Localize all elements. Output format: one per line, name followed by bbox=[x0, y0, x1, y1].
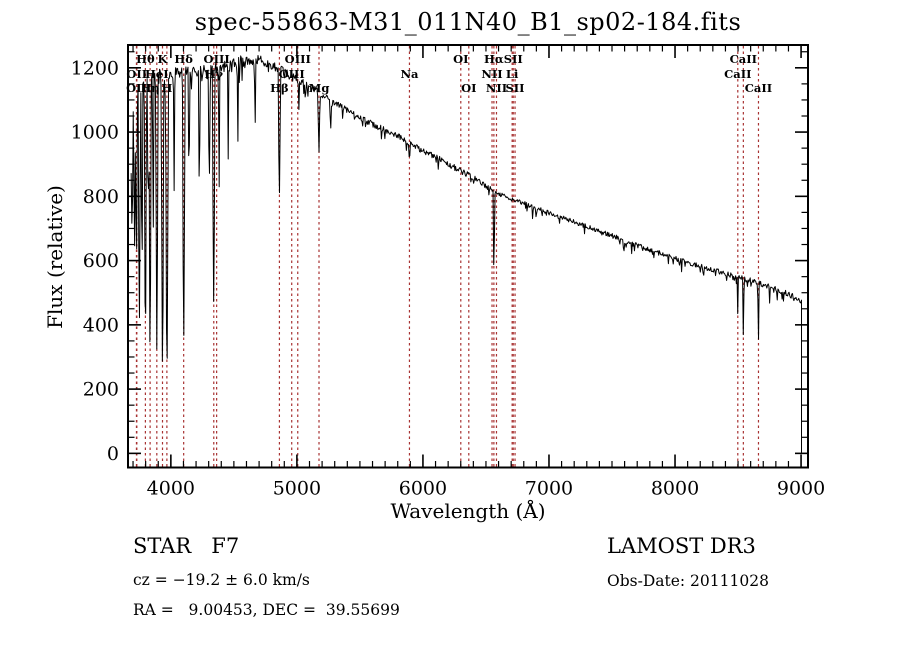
y-tick-label: 1200 bbox=[71, 57, 119, 79]
x-tick-label: 5000 bbox=[273, 478, 321, 500]
y-tick-label: 600 bbox=[83, 250, 119, 272]
spectral-line-label: SII bbox=[506, 81, 525, 95]
x-axis-label: Wavelength (Å) bbox=[390, 499, 546, 523]
spectral-line-label: Hβ bbox=[270, 81, 289, 95]
x-tick-label: 4000 bbox=[147, 478, 195, 500]
spectral-line-label: Hδ bbox=[174, 52, 193, 66]
obs-date-label: Obs-Date: 20111028 bbox=[607, 572, 769, 590]
spectral-line-label: OIII bbox=[204, 52, 230, 66]
spectral-line-label: OII bbox=[126, 67, 147, 81]
y-tick-label: 1000 bbox=[71, 122, 119, 144]
spectral-line-label: OIII bbox=[285, 52, 311, 66]
spectral-line-label: NII bbox=[481, 67, 502, 81]
plot-frame bbox=[127, 44, 809, 469]
spectral-line-label: Na bbox=[400, 67, 419, 81]
spectral-line-label: CaII bbox=[724, 67, 751, 81]
survey-release-label: LAMOST DR3 bbox=[607, 534, 756, 558]
spectral-line-label: OI bbox=[461, 81, 476, 95]
spectral-line-label: CaII bbox=[745, 81, 772, 95]
coordinates-label: RA = 9.00453, DEC = 39.55699 bbox=[133, 601, 400, 619]
y-tick-label: 200 bbox=[83, 379, 119, 401]
spectral-line-label: K bbox=[157, 52, 168, 66]
spectral-line-label: HeI bbox=[145, 67, 169, 81]
x-tick-label: 8000 bbox=[651, 478, 699, 500]
x-tick-label: 9000 bbox=[777, 478, 825, 500]
spectral-line-label: NII bbox=[486, 81, 507, 95]
y-tick-label: 0 bbox=[107, 443, 119, 465]
spectral-line-label: OI bbox=[453, 52, 468, 66]
plot-title: spec-55863-M31_011N40_B1_sp02-184.fits bbox=[194, 8, 742, 36]
spectral-line-label: Hθ bbox=[136, 52, 155, 66]
y-tick-label: 800 bbox=[83, 186, 119, 208]
spectral-line-label: CaII bbox=[730, 52, 757, 66]
radial-velocity-label: cz = −19.2 ± 6.0 km/s bbox=[133, 571, 310, 589]
spectral-line-label: Hα bbox=[484, 52, 504, 66]
spectral-line-label: Hγ bbox=[205, 67, 224, 81]
spectrum-trace bbox=[130, 54, 803, 453]
spectral-line-label: SII bbox=[504, 52, 523, 66]
spectral-line-label: Li bbox=[506, 67, 519, 81]
spectral-line-label: H bbox=[161, 81, 172, 95]
object-class-label: STAR F7 bbox=[133, 534, 240, 558]
x-tick-label: 6000 bbox=[399, 478, 447, 500]
x-tick-label: 7000 bbox=[525, 478, 573, 500]
y-tick-label: 400 bbox=[83, 314, 119, 336]
spectral-line-label: OII bbox=[126, 81, 147, 95]
